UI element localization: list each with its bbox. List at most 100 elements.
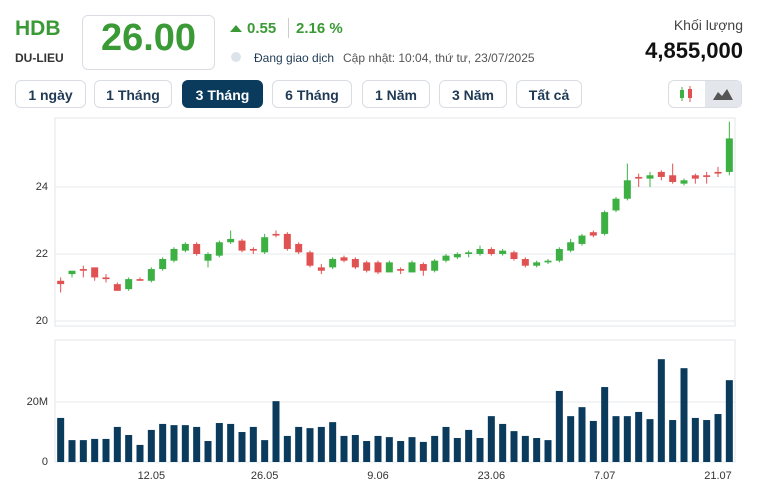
- change: 0.55: [247, 20, 277, 37]
- volume-bar: [680, 368, 688, 462]
- volume-bar: [68, 440, 76, 462]
- panel: [54, 117, 736, 327]
- candle-body: [170, 248, 178, 261]
- candle-body: [193, 243, 201, 254]
- y-tick-label: 20M: [27, 396, 48, 408]
- volume-bar: [113, 426, 121, 462]
- volume: 4,855,000: [645, 38, 743, 63]
- volume-bar: [408, 437, 416, 462]
- volume-bar: [351, 435, 359, 462]
- volume-bar: [453, 438, 461, 462]
- y-tick-label: 0: [42, 456, 48, 468]
- candle-body: [442, 255, 450, 261]
- candle-body: [238, 240, 246, 251]
- volume-bar: [669, 420, 677, 462]
- candle-body: [204, 253, 212, 261]
- volume-bar: [79, 440, 87, 462]
- volume-bar: [612, 416, 620, 462]
- range-button[interactable]: 1 ngày: [15, 80, 86, 108]
- volume-bar: [657, 359, 665, 462]
- volume-bar: [646, 419, 654, 462]
- volume-bar: [533, 438, 541, 462]
- candle-body: [125, 279, 133, 290]
- candle-body: [385, 262, 393, 273]
- volume-bar: [623, 416, 631, 462]
- volume-bar: [170, 425, 178, 462]
- volume-bar: [181, 425, 189, 462]
- volume-bar: [136, 444, 144, 462]
- volume-bar: [317, 426, 325, 462]
- candle-body: [340, 257, 348, 261]
- volume-bar: [487, 416, 495, 462]
- volume-bar: [431, 435, 439, 462]
- candle-body: [68, 270, 76, 275]
- volume-bar: [510, 431, 518, 462]
- candle-body: [57, 280, 65, 285]
- candle-body: [487, 248, 495, 254]
- candle-body: [317, 267, 325, 271]
- volume-bar: [215, 423, 223, 462]
- x-tick-label: 12.05: [138, 470, 166, 482]
- range-button[interactable]: 6 Tháng: [272, 80, 352, 108]
- volume-bar: [465, 429, 473, 462]
- candle-body: [646, 175, 654, 179]
- volume-bar: [714, 414, 722, 462]
- volume-bar: [725, 380, 733, 462]
- x-tick-label: 7.07: [594, 470, 615, 482]
- candle-body: [419, 264, 427, 271]
- candle-body: [102, 277, 110, 280]
- volume-bar: [329, 422, 337, 462]
- candle-body: [544, 260, 552, 263]
- volume-bar: [442, 426, 450, 462]
- volume-bar: [295, 426, 303, 462]
- volume-bar: [283, 435, 291, 462]
- range-button[interactable]: 3 Năm: [439, 80, 507, 108]
- y-tick-label: 20: [36, 315, 48, 327]
- volume-bar: [589, 420, 597, 462]
- candle-body: [249, 248, 257, 251]
- candle-body: [91, 267, 99, 278]
- x-tick-label: 26.05: [251, 470, 279, 482]
- candle-body: [612, 198, 620, 211]
- candle-body: [510, 252, 518, 260]
- volume-bar: [363, 441, 371, 462]
- range-button[interactable]: Tất cả: [516, 80, 582, 108]
- candle-body: [159, 259, 167, 270]
- range-button[interactable]: 1 Tháng: [94, 80, 172, 108]
- candle-body: [657, 171, 665, 177]
- y-tick-label: 24: [36, 181, 48, 193]
- volume-bar: [476, 438, 484, 462]
- candle-body: [623, 180, 631, 199]
- volume-bar: [567, 416, 575, 462]
- volume-bar: [159, 423, 167, 462]
- symbol: HDB: [15, 17, 61, 40]
- candle-body: [499, 250, 507, 254]
- status-dot: [231, 52, 241, 62]
- candle-body: [533, 262, 541, 266]
- volume-bar: [249, 426, 257, 462]
- updated: Cập nhật: 10:04, thứ tư, 23/07/2025: [343, 51, 535, 65]
- x-tick-label: 21.07: [704, 470, 732, 482]
- volume-bar: [635, 411, 643, 462]
- candle-body: [703, 175, 711, 177]
- candle-body: [669, 175, 677, 182]
- candle-body: [589, 232, 597, 236]
- candle-body: [725, 138, 733, 172]
- y-tick-label: 22: [36, 248, 48, 260]
- volume-bar: [703, 420, 711, 462]
- range-button[interactable]: 3 Tháng: [182, 80, 263, 108]
- range-button[interactable]: 1 Năm: [362, 80, 430, 108]
- volume-bar: [193, 426, 201, 462]
- chart-type-icons[interactable]: [669, 81, 741, 107]
- candle-body: [465, 252, 473, 254]
- volume-bar: [521, 435, 529, 462]
- candle-body: [374, 262, 382, 273]
- chart-type-toggle: [668, 80, 742, 108]
- volume-bar: [306, 428, 314, 462]
- candle-body: [329, 259, 337, 268]
- volume-bar: [601, 387, 609, 462]
- candle-body: [181, 243, 189, 251]
- candle-body: [295, 243, 303, 253]
- volume-bar: [261, 440, 269, 462]
- volume-bar: [499, 423, 507, 462]
